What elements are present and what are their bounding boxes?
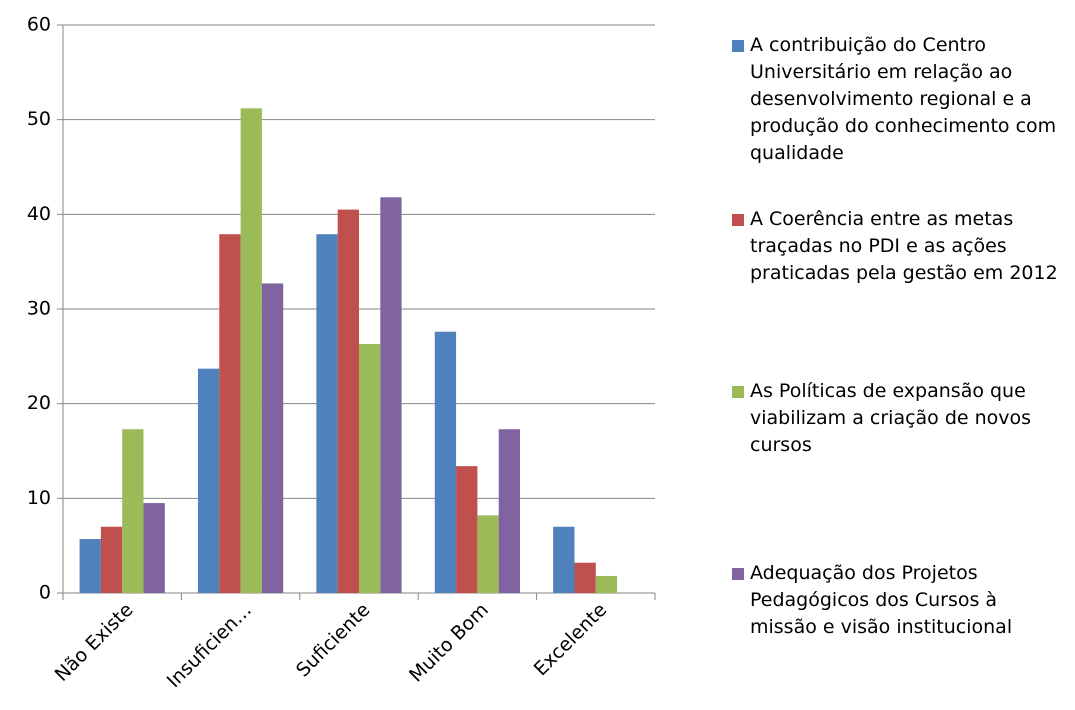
y-tick-label: 50 — [27, 108, 51, 130]
bar — [477, 515, 499, 593]
x-tick-label: Suficiente — [292, 599, 374, 681]
bar — [359, 344, 381, 593]
bar — [380, 197, 402, 593]
bar — [574, 562, 596, 593]
legend-label: A contribuição do Centro Universitário e… — [750, 34, 1057, 164]
legend-swatch — [732, 40, 744, 52]
bar — [122, 429, 144, 593]
legend-swatch — [732, 214, 744, 226]
y-tick-label: 40 — [27, 203, 51, 225]
bar — [197, 368, 220, 593]
legend-swatch — [732, 568, 744, 580]
x-tick-label: Insuficien… — [163, 599, 256, 692]
bar — [456, 466, 478, 593]
bar — [316, 234, 338, 594]
bar — [553, 526, 575, 593]
x-tick-label: Muito Bom — [405, 599, 493, 687]
legend-item: As Políticas de expansão que viabilizam … — [732, 378, 1062, 459]
legend-item: A Coerência entre as metas traçadas no P… — [732, 206, 1062, 287]
bar — [498, 429, 521, 593]
y-tick-label: 60 — [27, 14, 51, 36]
legend-label: A Coerência entre as metas traçadas no P… — [750, 208, 1058, 284]
legend-swatch — [732, 386, 744, 398]
y-tick-label: 30 — [27, 298, 51, 320]
bar — [337, 209, 359, 593]
legend-label: As Políticas de expansão que viabilizam … — [750, 380, 1032, 456]
bar — [143, 503, 165, 593]
bar — [79, 539, 101, 593]
bar — [240, 108, 262, 593]
bar — [434, 331, 457, 593]
legend-item: A contribuição do Centro Universitário e… — [732, 32, 1062, 167]
bar — [100, 526, 123, 593]
legend-item: Adequação dos Projetos Pedagógicos dos C… — [732, 560, 1062, 641]
legend-label: Adequação dos Projetos Pedagógicos dos C… — [750, 562, 1013, 638]
y-tick-label: 10 — [27, 487, 51, 509]
y-tick-label: 20 — [27, 392, 51, 414]
bar — [595, 575, 618, 593]
x-tick-label: Não Existe — [51, 599, 138, 686]
x-tick-label: Excelente — [530, 599, 611, 680]
bar — [219, 234, 241, 594]
y-tick-label: 0 — [39, 582, 51, 604]
bar — [261, 283, 284, 593]
